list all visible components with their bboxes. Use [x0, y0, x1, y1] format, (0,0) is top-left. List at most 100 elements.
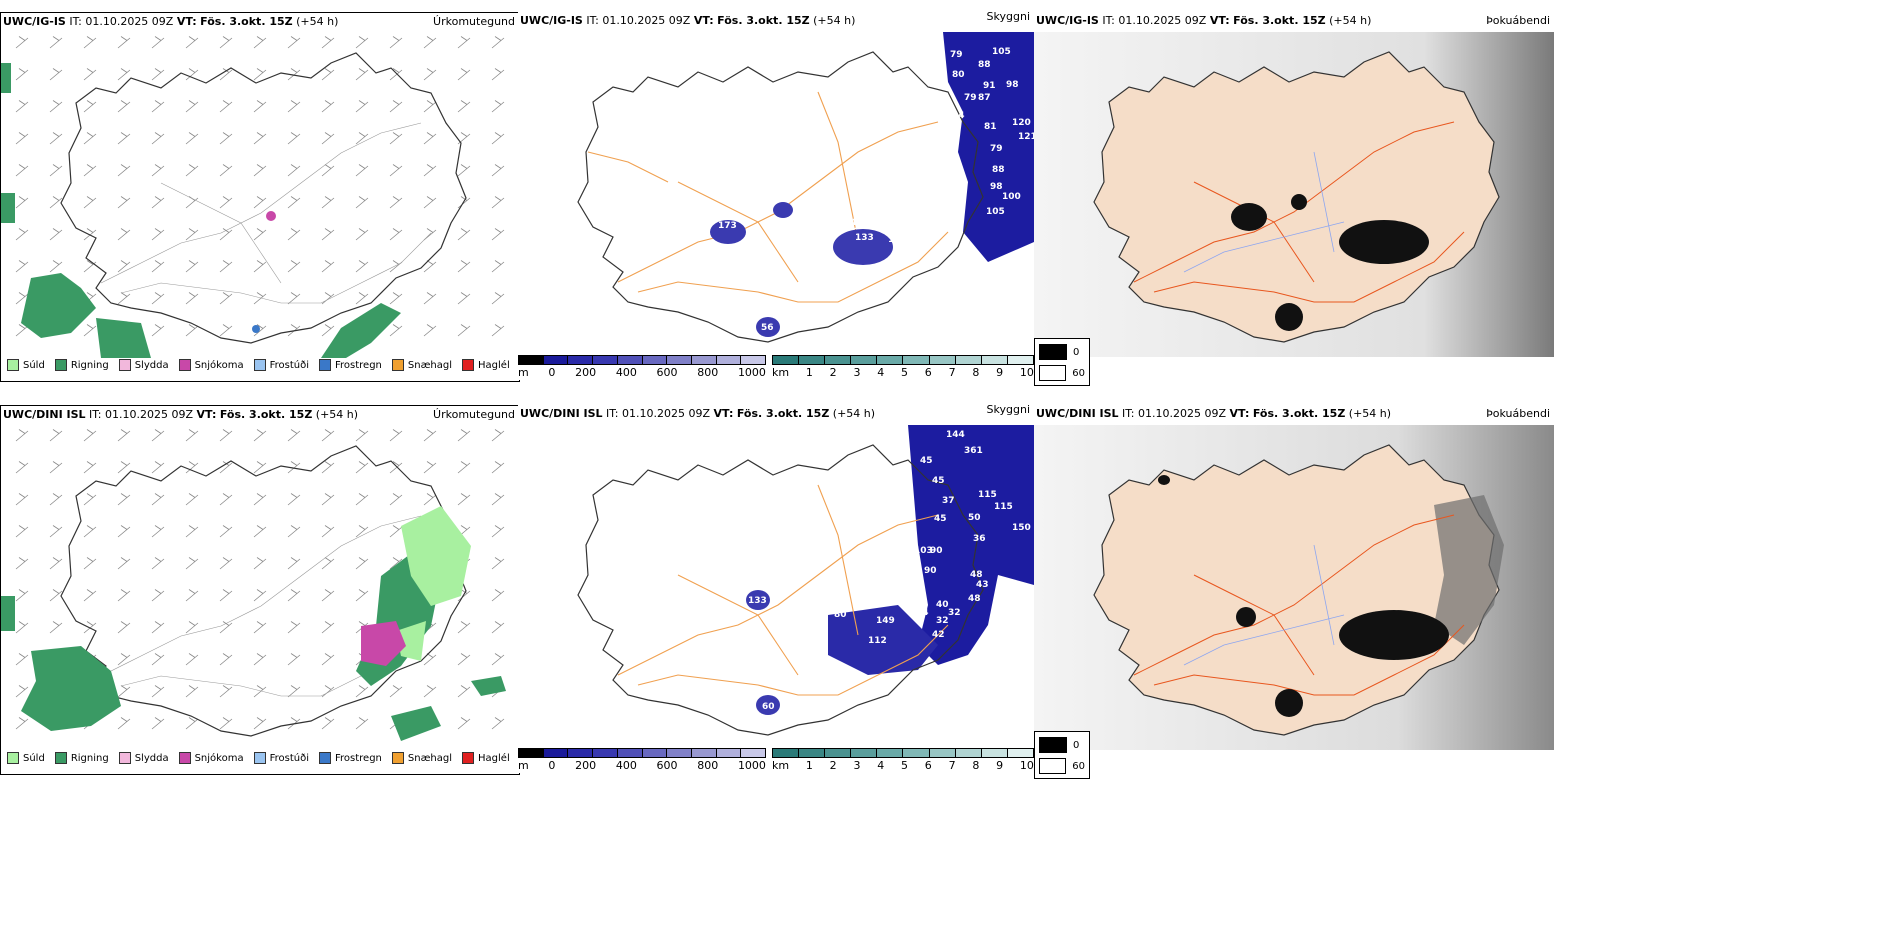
visibility-scale-cell [981, 356, 1008, 364]
wind-barb [491, 164, 505, 177]
wind-barb [49, 196, 63, 209]
vt-label: VT: [1229, 407, 1250, 420]
wind-barb [185, 228, 199, 241]
wind-barb [117, 260, 131, 273]
low-vis-sea [908, 425, 1034, 665]
wind-barb [321, 621, 335, 634]
fog-legend-label: 60 [1072, 367, 1085, 379]
vis-label: 90 [930, 546, 943, 556]
vis-label: 121 [1018, 132, 1034, 142]
wind-barb [321, 132, 335, 145]
wind-barb [423, 36, 437, 49]
vis-label: 98 [1006, 80, 1019, 90]
wind-barb [491, 429, 505, 442]
visibility-scale-cell [799, 749, 826, 757]
visibility-scale-cell [773, 356, 800, 364]
wind-barb [151, 589, 165, 602]
wind-barb [287, 429, 301, 442]
wind-barb [423, 292, 437, 305]
height-unit: m [518, 366, 529, 379]
panel-top-fog: UWC/IG-IS IT: 01.10.2025 09Z VT: Fös. 3.… [1034, 12, 1554, 386]
wind-barb [219, 68, 233, 81]
panel-bottom-vis: UWC/DINI ISL IT: 01.10.2025 09Z VT: Fös.… [518, 403, 1034, 773]
vis-label: 50 [908, 590, 921, 600]
wind-barb [253, 68, 267, 81]
wind-barb [83, 36, 97, 49]
visibility-scale: km 1 2 3 4 5 6 7 8 9 10 [772, 748, 1034, 772]
wind-barb [423, 324, 437, 337]
wind-barb [491, 493, 505, 506]
vis-label: 32 [936, 616, 949, 626]
panel-header: UWC/DINI ISL IT: 01.10.2025 09Z VT: Fös.… [3, 406, 358, 424]
wind-barb [83, 164, 97, 177]
wind-barb [15, 557, 29, 570]
wind-barb [491, 717, 505, 730]
low-vis-areas [746, 590, 780, 715]
wind-barb [491, 100, 505, 113]
wind-barb [491, 68, 505, 81]
wind-barb [287, 685, 301, 698]
wind-barb [219, 685, 233, 698]
wind-barb [389, 324, 403, 337]
vis-label: 91 [744, 310, 757, 320]
vis-label: 60 [762, 702, 775, 712]
wind-barb [185, 324, 199, 337]
legend-swatch [319, 359, 331, 371]
legend-swatch [7, 359, 19, 371]
wind-barb [355, 493, 369, 506]
vis-label: 79 [950, 50, 963, 60]
visibility-scale-cell [929, 356, 956, 364]
vis-label: 361 [964, 446, 983, 456]
map-vis-bottom: 144 45 361 45 37 115 45 115 150 50 36 10… [577, 425, 1034, 736]
wind-barb [287, 589, 301, 602]
wind-barb [117, 228, 131, 241]
lead-time: (+54 h) [1348, 407, 1392, 420]
visibility-scale-cell [877, 356, 904, 364]
height-tick: 600 [656, 759, 678, 772]
wind-barb [117, 100, 131, 113]
wind-barb [355, 100, 369, 113]
fog-swatch [1039, 344, 1067, 360]
wind-barb [83, 621, 97, 634]
height-scale-ticks: m 0 200 400 600 800 1000 [518, 366, 766, 379]
freezing-rain-area [252, 325, 260, 333]
vis-label: 88 [978, 60, 991, 70]
legend-label: Frostúði [269, 752, 309, 764]
height-scale-cell [593, 356, 618, 364]
wind-barb [117, 164, 131, 177]
height-scale-cell [568, 749, 594, 757]
visibility-scale-cell [799, 356, 826, 364]
product-type: Þokuábendi [1486, 14, 1550, 27]
legend-item: Haglél [462, 359, 510, 371]
wind-barb [185, 525, 199, 538]
wind-barb [219, 493, 233, 506]
wind-barb [491, 292, 505, 305]
wind-barb [185, 653, 199, 666]
lead-time: (+54 h) [813, 14, 856, 27]
vis-label: 80 [834, 610, 847, 620]
visibility-scale-cells [772, 748, 1034, 758]
wind-barb [355, 36, 369, 49]
height-scale-ticks: m 0 200 400 600 800 1000 [518, 759, 766, 772]
wind-barb [219, 36, 233, 49]
vis-label: 79 [990, 144, 1003, 154]
visibility-scale-cell [955, 749, 982, 757]
height-scale-cell [543, 356, 569, 364]
wind-barb [355, 461, 369, 474]
wind-barb [49, 525, 63, 538]
wind-barb [151, 292, 165, 305]
wind-barb [253, 164, 267, 177]
fog-legend-label: 0 [1073, 346, 1080, 358]
wind-barb [389, 525, 403, 538]
iceland-outline [577, 444, 984, 736]
vt-label: VT: [713, 407, 734, 420]
visibility-tick: 1 [805, 759, 813, 772]
fog-legend-label: 0 [1073, 739, 1080, 751]
wind-barb [457, 196, 471, 209]
vis-label: 90 [924, 566, 937, 576]
wind-barb [15, 100, 29, 113]
vis-label: 115 [994, 502, 1013, 512]
wind-barb [253, 589, 267, 602]
visibility-tick: 5 [901, 366, 908, 379]
legend-swatch [462, 752, 475, 764]
